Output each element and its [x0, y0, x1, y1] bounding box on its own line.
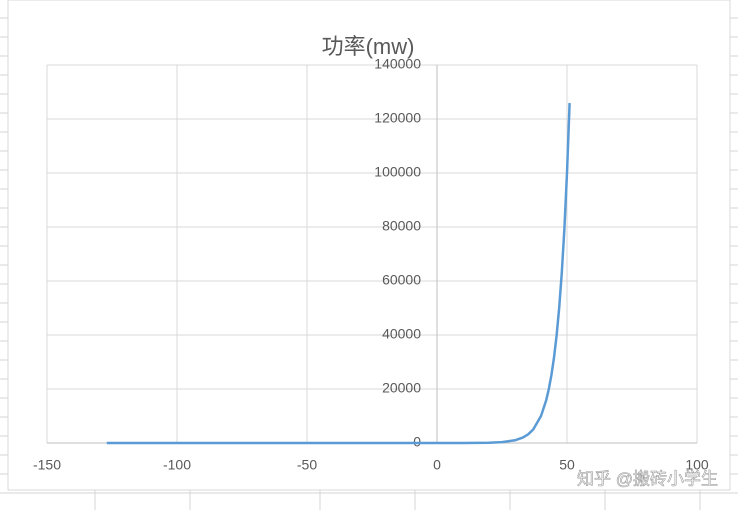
- chart-title: 功率(mw): [322, 34, 415, 59]
- data-line: [106, 103, 571, 445]
- y-tick-label: 40000: [382, 326, 421, 342]
- x-tick-label: 0: [433, 457, 441, 473]
- x-tick-label: -50: [297, 457, 317, 473]
- y-tick-label: 80000: [382, 218, 421, 234]
- y-tick-label: 60000: [382, 272, 421, 288]
- x-tick-label: 100: [685, 457, 709, 473]
- y-tick-label: 140000: [374, 56, 421, 72]
- x-tick-label: 50: [559, 457, 575, 473]
- y-tick-label: 20000: [382, 380, 421, 396]
- y-tick-label: 120000: [374, 110, 421, 126]
- x-tick-label: -150: [33, 457, 61, 473]
- watermark: 知乎 @搬砖小学生: [577, 469, 718, 488]
- x-tick-label: -100: [163, 457, 191, 473]
- chart-area: [7, 0, 731, 491]
- y-tick-label: 0: [413, 434, 421, 450]
- y-tick-label: 100000: [374, 164, 421, 180]
